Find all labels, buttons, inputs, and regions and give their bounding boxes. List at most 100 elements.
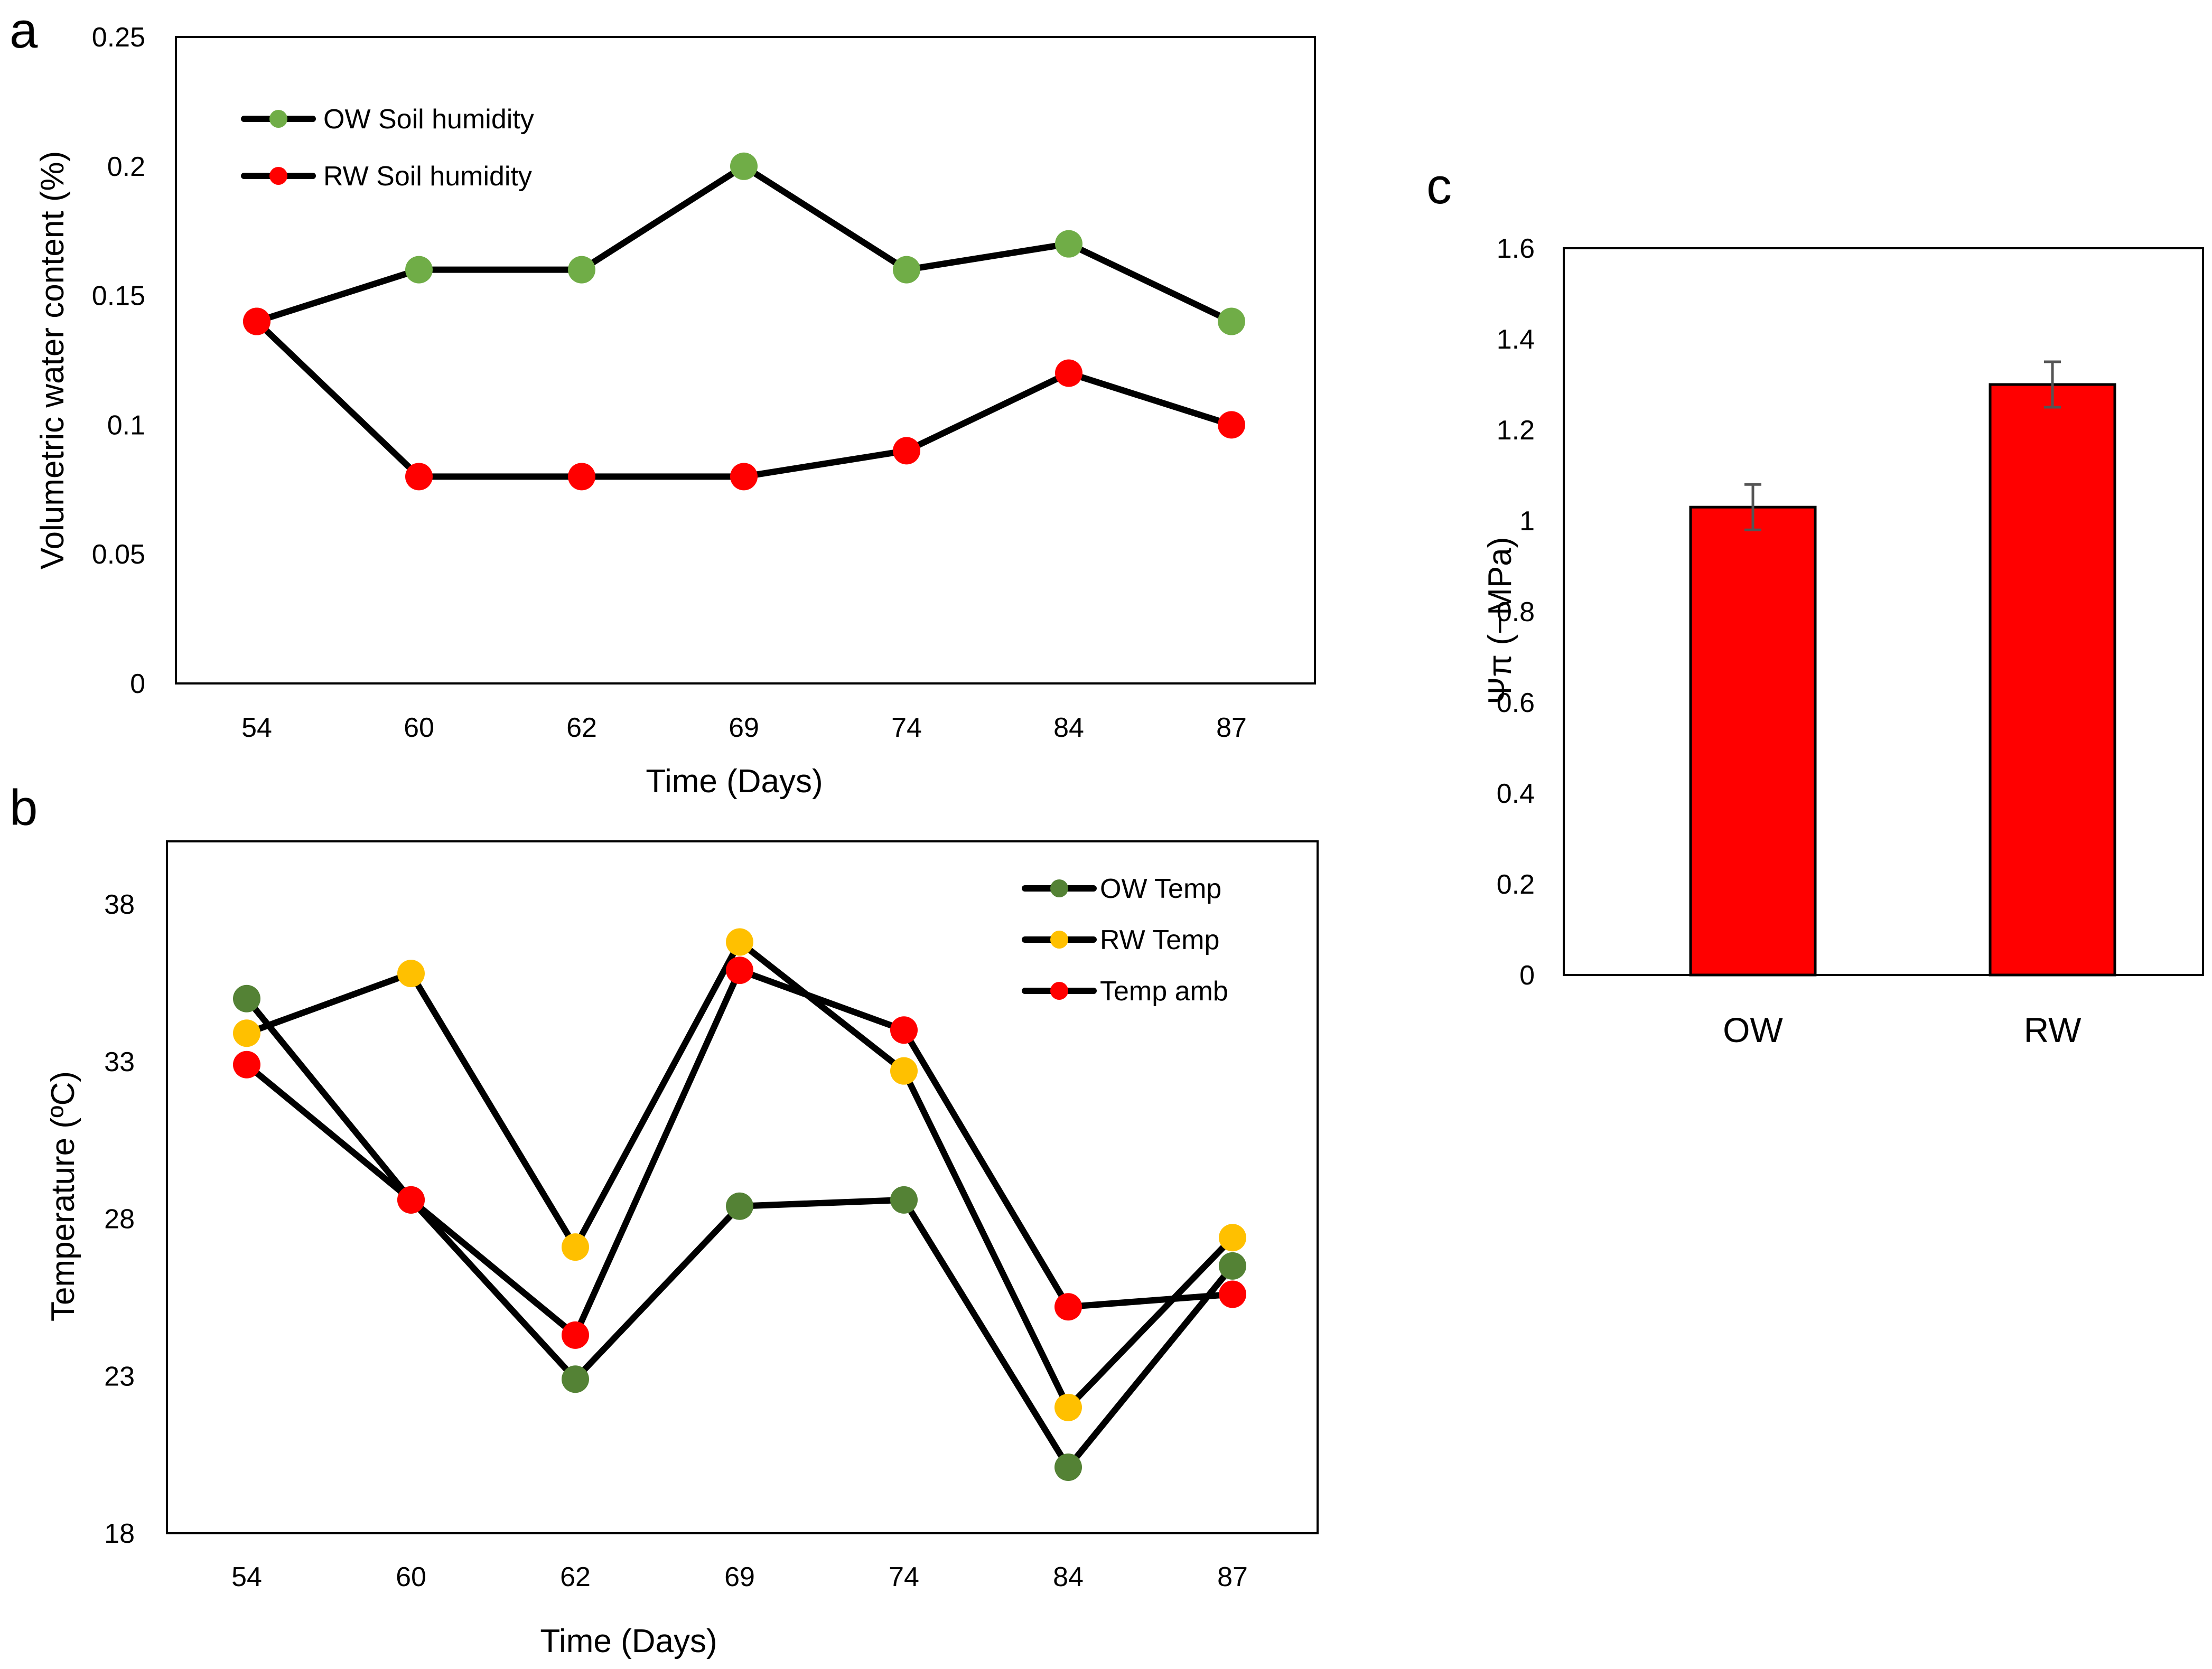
panel-b-point-ow-temp-54 — [233, 984, 260, 1012]
panel-c-bar-ow — [1689, 505, 1817, 977]
panel-b-y-tick-3: 33 — [104, 1047, 135, 1077]
panel-b-y-axis-title: Temperature (ºC) — [45, 1071, 81, 1321]
panel-a-x-tick-3: 69 — [729, 712, 759, 743]
panel-b-legend: OW Temp RW Temp Temp amb — [1022, 874, 1228, 1007]
panel-a-x-tick-1: 60 — [404, 712, 434, 743]
panel-a-point-ow-soil-humidity-84 — [1055, 230, 1082, 258]
panel-a-point-ow-soil-humidity-87 — [1218, 307, 1245, 335]
panel-a: a 0 0.05 0.1 0.15 0.2 0.25 54 60 62 69 74 84 87 OW … — [10, 2, 1316, 800]
panel-b-y-ticks: 18 23 28 33 38 — [104, 889, 135, 1549]
panel-a-y-tick-2: 0.1 — [107, 410, 145, 440]
panel-b-legend-marker-1 — [1050, 931, 1068, 949]
panel-b-point-rw-temp-87 — [1219, 1224, 1246, 1252]
panel-a-x-ticks: 54 60 62 69 74 84 87 — [241, 712, 1247, 743]
panel-c-y-tick-0: 0 — [1519, 960, 1535, 991]
panel-b-legend-label-0: OW Temp — [1100, 874, 1221, 904]
panel-a-point-rw-soil-humidity-69 — [730, 463, 758, 491]
panel-a-point-rw-soil-humidity-54 — [243, 307, 270, 335]
panel-c-y-ticks: 0 0.2 0.4 0.6 0.8 1 1.2 1.4 1.6 — [1497, 233, 1535, 991]
panel-c: c 0 0.2 0.4 0.6 0.8 1 1.2 1.4 1.6 OW RW Ψπ (−MPa) — [1426, 158, 2204, 1049]
panel-a-letter: a — [10, 2, 38, 59]
panel-b-y-tick-2: 28 — [104, 1204, 135, 1235]
panel-c-y-tick-2: 0.4 — [1497, 779, 1535, 809]
panel-b-y-tick-1: 23 — [104, 1361, 135, 1392]
panel-a-legend-marker-0 — [269, 110, 287, 128]
panel-b-point-rw-temp-54 — [233, 1019, 260, 1047]
panel-a-legend-label-1: RW Soil humidity — [323, 161, 532, 192]
panel-b-plot-frame — [166, 840, 1319, 1534]
panel-c-y-axis-title: Ψπ (−MPa) — [1482, 537, 1518, 705]
panel-a-point-rw-soil-humidity-84 — [1055, 359, 1082, 387]
panel-b-x-tick-3: 69 — [724, 1562, 755, 1592]
panel-a-x-tick-0: 54 — [241, 712, 272, 743]
panel-c-y-tick-5: 1 — [1519, 506, 1535, 537]
panel-a-x-tick-5: 84 — [1053, 712, 1084, 743]
panel-a-x-tick-6: 87 — [1216, 712, 1247, 743]
panel-b-point-ow-temp-84 — [1054, 1453, 1082, 1481]
panel-b-x-tick-5: 84 — [1053, 1562, 1084, 1592]
panel-a-x-axis-title: Time (Days) — [646, 763, 823, 800]
panel-b-x-tick-0: 54 — [231, 1562, 262, 1592]
panel-b-points — [233, 928, 1246, 1481]
panel-b-point-rw-temp-84 — [1054, 1393, 1082, 1421]
panel-c-y-tick-7: 1.4 — [1497, 324, 1535, 355]
panel-a-point-rw-soil-humidity-62 — [568, 463, 595, 491]
panel-b-y-tick-4: 38 — [104, 889, 135, 920]
panel-a-y-tick-0: 0 — [130, 669, 145, 699]
panel-c-x-labels: OW RW — [1723, 1010, 2082, 1049]
panel-c-y-tick-6: 1.2 — [1497, 415, 1535, 446]
panel-b-x-tick-2: 62 — [560, 1562, 591, 1592]
panel-b-point-rw-temp-69 — [726, 928, 753, 956]
panel-a-legend-label-0: OW Soil humidity — [323, 104, 534, 135]
panel-c-letter: c — [1426, 158, 1452, 214]
panel-b-point-rw-temp-62 — [562, 1233, 589, 1261]
panel-a-point-rw-soil-humidity-74 — [893, 437, 920, 465]
panel-b-letter: b — [10, 780, 38, 836]
panel-c-bars — [1689, 360, 2116, 977]
panel-b-legend-marker-0 — [1050, 879, 1068, 897]
panel-b-legend-marker-2 — [1050, 982, 1068, 1000]
panel-b-point-rw-temp-60 — [397, 960, 425, 988]
panel-a-y-tick-4: 0.2 — [107, 152, 145, 182]
panel-c-y-tick-1: 0.2 — [1497, 869, 1535, 900]
panel-b-point-ow-temp-62 — [562, 1365, 589, 1393]
panel-a-point-ow-soil-humidity-60 — [405, 256, 433, 284]
panel-c-y-tick-8: 1.6 — [1497, 233, 1535, 264]
panel-b-point-temp-amb-87 — [1219, 1280, 1246, 1308]
panel-c-y-tick-4: 0.8 — [1497, 597, 1535, 627]
panel-b-point-temp-amb-62 — [562, 1321, 589, 1349]
panel-b-x-ticks: 54 60 62 69 74 84 87 — [231, 1562, 1248, 1592]
panel-b-point-temp-amb-69 — [726, 957, 753, 984]
panel-a-y-tick-5: 0.25 — [92, 22, 145, 53]
panel-a-point-rw-soil-humidity-87 — [1218, 411, 1245, 439]
panel-a-x-tick-2: 62 — [566, 712, 597, 743]
panel-b-point-rw-temp-74 — [890, 1057, 918, 1085]
panel-b-x-tick-6: 87 — [1217, 1562, 1248, 1592]
panel-a-point-ow-soil-humidity-74 — [893, 256, 920, 284]
panel-a-x-tick-4: 74 — [891, 712, 922, 743]
panel-c-y-tick-3: 0.6 — [1497, 688, 1535, 718]
panel-c-x-label-ow: OW — [1723, 1010, 1783, 1049]
panel-b-legend-label-2: Temp amb — [1100, 976, 1228, 1007]
panel-a-y-ticks: 0 0.05 0.1 0.15 0.2 0.25 — [92, 22, 145, 699]
panel-a-plot-frame — [175, 36, 1316, 685]
panel-a-point-ow-soil-humidity-62 — [568, 256, 595, 284]
panel-b-point-ow-temp-74 — [890, 1186, 918, 1214]
panel-a-y-tick-3: 0.15 — [92, 281, 145, 312]
panel-c-bar-rw — [1989, 383, 2116, 977]
panel-a-y-tick-1: 0.05 — [92, 539, 145, 570]
panel-a-point-rw-soil-humidity-60 — [405, 463, 433, 491]
panel-b-x-tick-1: 60 — [396, 1562, 426, 1592]
panel-b-x-axis-title: Time (Days) — [540, 1623, 717, 1659]
panel-b: b 18 23 28 33 38 54 60 62 69 74 84 87 OW Temp RW Te… — [10, 780, 1319, 1659]
panel-b-point-ow-temp-87 — [1219, 1252, 1246, 1280]
panel-a-legend: OW Soil humidity RW Soil humidity — [241, 104, 534, 192]
panel-b-point-ow-temp-69 — [726, 1192, 753, 1220]
panel-b-x-tick-4: 74 — [889, 1562, 919, 1592]
panel-b-legend-label-1: RW Temp — [1100, 925, 1219, 955]
panel-b-point-temp-amb-60 — [397, 1186, 425, 1214]
panel-c-plot-frame — [1563, 247, 2204, 976]
panel-a-points — [243, 152, 1245, 491]
panel-b-y-tick-0: 18 — [104, 1518, 135, 1549]
